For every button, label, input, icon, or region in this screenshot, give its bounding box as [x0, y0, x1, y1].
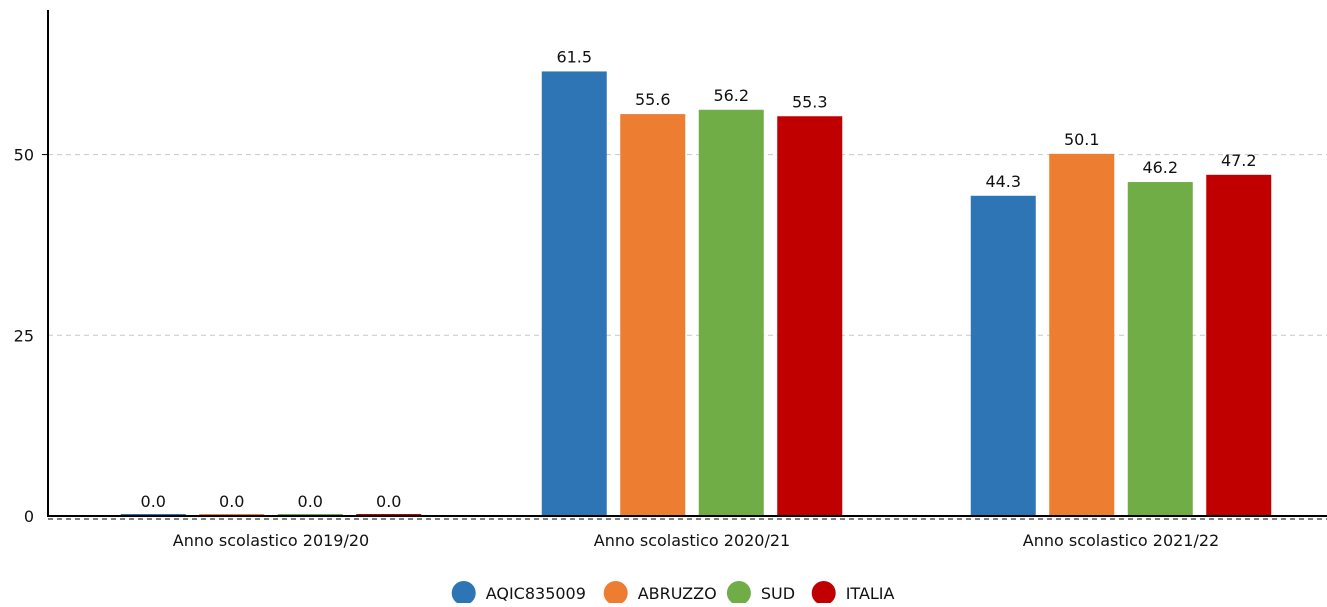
data-label: 0.0: [141, 492, 166, 511]
legend-swatch: [726, 581, 751, 605]
data-labels-layer: 0.0 0.0 0.0 0.0 61.5 55.6 56.2 55.3 44.3 50.1 46.2…: [141, 47, 1257, 511]
bar-italia-2[interactable]: [1206, 174, 1272, 516]
data-label: 55.3: [792, 92, 828, 111]
x-category-label: Anno scolastico 2020/21: [594, 531, 790, 550]
bar-abruzzo-2[interactable]: [1049, 153, 1115, 516]
data-label: 50.1: [1064, 130, 1100, 149]
x-category-label: Anno scolastico 2019/20: [173, 531, 369, 550]
y-tick-label: 0: [24, 507, 34, 526]
bars-layer: [120, 71, 1272, 517]
legend-item-abruzzo[interactable]: ABRUZZO: [603, 581, 717, 605]
bar-italia-1[interactable]: [777, 116, 843, 516]
data-label: 47.2: [1221, 151, 1257, 170]
data-label: 55.6: [635, 90, 671, 109]
legend-label: ITALIA: [846, 584, 895, 603]
data-label: 46.2: [1142, 158, 1178, 177]
legend[interactable]: AQIC835009 ABRUZZO SUD ITALIA: [451, 581, 895, 605]
y-tick-label: 25: [14, 326, 34, 345]
bar-aqic835009-2[interactable]: [970, 195, 1036, 516]
axis-layer: 0 25 50 Anno scolastico 2019/20 Anno scolast…: [14, 10, 1327, 550]
legend-label: SUD: [761, 584, 795, 603]
data-label: 44.3: [985, 172, 1021, 191]
legend-item-aqic835009[interactable]: AQIC835009: [451, 581, 586, 605]
data-label: 0.0: [376, 492, 401, 511]
legend-label: AQIC835009: [486, 584, 586, 603]
x-category-label: Anno scolastico 2021/22: [1023, 531, 1219, 550]
legend-item-italia[interactable]: ITALIA: [811, 581, 895, 605]
legend-swatch: [603, 581, 628, 605]
legend-swatch: [451, 581, 476, 605]
data-label: 0.0: [219, 492, 244, 511]
y-tick-label: 50: [14, 146, 34, 165]
legend-item-sud[interactable]: SUD: [726, 581, 795, 605]
data-label: 56.2: [713, 86, 749, 105]
legend-swatch: [811, 581, 836, 605]
data-label: 61.5: [556, 47, 592, 66]
bar-sud-2[interactable]: [1127, 182, 1193, 517]
data-label: 0.0: [298, 492, 323, 511]
bar-sud-1[interactable]: [698, 109, 764, 517]
bar-abruzzo-1[interactable]: [620, 114, 686, 516]
bar-aqic835009-1[interactable]: [541, 71, 607, 516]
legend-label: ABRUZZO: [638, 584, 717, 603]
